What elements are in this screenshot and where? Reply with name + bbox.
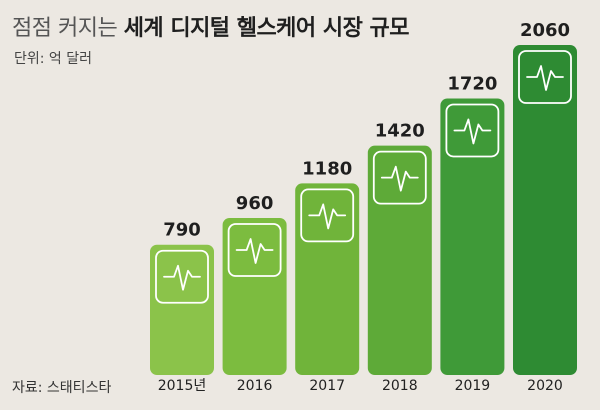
pulse-line bbox=[453, 118, 492, 145]
pulse-line bbox=[526, 65, 564, 91]
bar-value-5: 1720 bbox=[447, 73, 497, 94]
x-tick-2: 2016 bbox=[237, 378, 273, 394]
bar-3 bbox=[295, 183, 360, 375]
chart-title-light: 점점 커지는 bbox=[12, 16, 124, 41]
bar-value-3: 1180 bbox=[302, 158, 352, 179]
pulse-line bbox=[235, 238, 274, 264]
unit-label: 단위: 억 달러 bbox=[14, 51, 93, 67]
heartbeat-icon bbox=[372, 150, 427, 205]
bar-6 bbox=[513, 45, 577, 375]
bar-4 bbox=[367, 145, 432, 375]
icon-frame bbox=[518, 50, 572, 104]
heartbeat-icon bbox=[155, 249, 209, 304]
heartbeat-icon bbox=[300, 188, 355, 243]
bar-1 bbox=[150, 244, 214, 375]
x-tick-4: 2018 bbox=[382, 378, 418, 394]
heartbeat-icon bbox=[227, 223, 282, 277]
bar-5 bbox=[440, 98, 505, 375]
x-tick-1: 2015년 bbox=[158, 378, 207, 394]
bar-value-6: 2060 bbox=[520, 20, 570, 41]
pulse-line bbox=[308, 203, 347, 230]
pulse-line bbox=[380, 165, 419, 192]
x-tick-6: 2020 bbox=[527, 378, 563, 394]
pulse-line bbox=[163, 264, 201, 291]
bar-value-1: 790 bbox=[163, 220, 201, 241]
icon-frame bbox=[445, 103, 500, 158]
chart-title-bold: 세계 디지털 헬스케어 시장 규모 bbox=[123, 16, 410, 41]
icon-frame bbox=[155, 249, 209, 304]
heartbeat-icon bbox=[445, 103, 500, 158]
heartbeat-icon bbox=[518, 50, 572, 104]
icon-frame bbox=[372, 150, 427, 205]
icon-frame bbox=[300, 188, 355, 243]
x-tick-3: 2017 bbox=[309, 378, 345, 394]
x-tick-5: 2019 bbox=[455, 378, 491, 394]
icon-frame bbox=[227, 223, 282, 277]
source-label: 자료: 스태티스타 bbox=[12, 380, 112, 396]
bar-value-2: 960 bbox=[236, 193, 274, 214]
bar-2 bbox=[222, 218, 287, 375]
bar-value-4: 1420 bbox=[375, 121, 425, 142]
chart-title: 점점 커지는 세계 디지털 헬스케어 시장 규모 bbox=[12, 10, 409, 42]
